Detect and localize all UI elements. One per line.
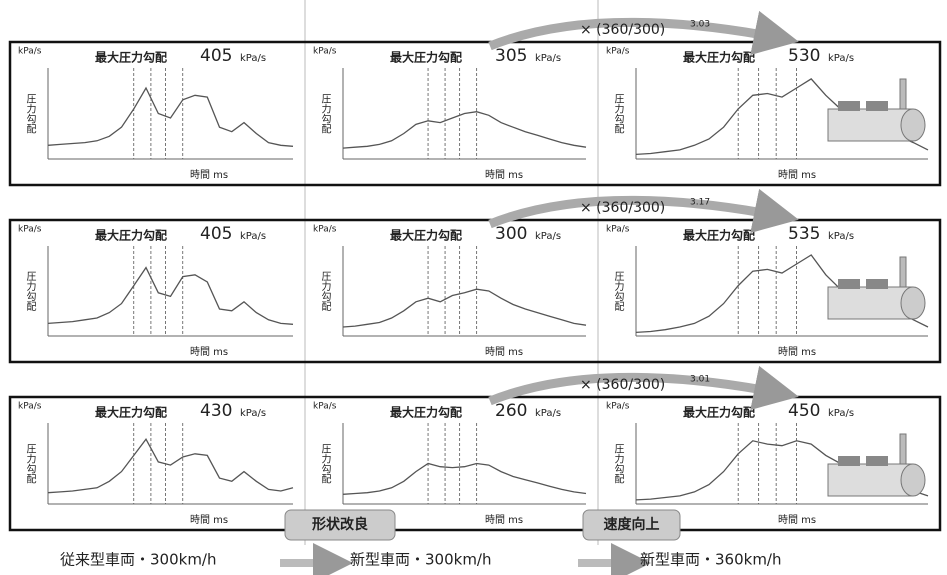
step-label: 速度向上 <box>604 516 660 533</box>
data-line <box>48 268 293 325</box>
value-unit: kPa/s <box>535 231 561 242</box>
value-unit: kPa/s <box>535 408 561 419</box>
y-unit: kPa/s <box>18 402 42 412</box>
step-label: 形状改良 <box>312 516 368 533</box>
value-unit: kPa/s <box>828 408 854 419</box>
max-gradient: 405 <box>200 224 232 244</box>
chart-title: 最大圧力勾配 <box>95 228 167 243</box>
train-body <box>828 464 913 496</box>
column-label: 従来型車両・300km/h <box>60 551 217 569</box>
train-icon <box>828 434 925 496</box>
x-label: 時間 ms <box>485 169 523 181</box>
train-icon <box>828 257 925 319</box>
y-label: 圧力勾配 <box>24 94 36 134</box>
chart-title: 最大圧力勾配 <box>390 405 462 420</box>
max-gradient: 530 <box>788 46 820 66</box>
max-gradient: 430 <box>200 401 232 421</box>
train-icon <box>828 79 925 141</box>
y-unit: kPa/s <box>606 402 630 412</box>
ratio-text: × (360/300) <box>580 377 665 393</box>
y-unit: kPa/s <box>606 225 630 235</box>
ratio-text: × (360/300) <box>580 200 665 216</box>
y-label: 圧力勾配 <box>612 444 624 484</box>
y-label: 圧力勾配 <box>612 94 624 134</box>
y-label: 圧力勾配 <box>612 271 624 311</box>
train-body <box>828 109 913 141</box>
train-window <box>838 279 860 289</box>
train-mast <box>900 79 906 109</box>
y-label: 圧力勾配 <box>319 94 331 134</box>
y-label: 圧力勾配 <box>24 271 36 311</box>
max-gradient: 305 <box>495 46 527 66</box>
train-nose <box>901 287 925 319</box>
chart-title: 最大圧力勾配 <box>95 405 167 420</box>
value-unit: kPa/s <box>828 53 854 64</box>
column-label: 新型車両・360km/h <box>640 551 782 569</box>
y-label: 圧力勾配 <box>319 271 331 311</box>
y-unit: kPa/s <box>606 47 630 57</box>
chart-title: 最大圧力勾配 <box>390 50 462 65</box>
value-unit: kPa/s <box>535 53 561 64</box>
data-line <box>343 289 586 327</box>
x-label: 時間 ms <box>190 514 228 526</box>
x-label: 時間 ms <box>190 346 228 358</box>
train-mast <box>900 257 906 287</box>
chart-title: 最大圧力勾配 <box>390 228 462 243</box>
value-unit: kPa/s <box>240 53 266 64</box>
train-window <box>838 101 860 111</box>
y-unit: kPa/s <box>313 225 337 235</box>
x-label: 時間 ms <box>778 169 816 181</box>
x-label: 時間 ms <box>778 514 816 526</box>
train-nose <box>901 464 925 496</box>
y-label: 圧力勾配 <box>24 444 36 484</box>
x-label: 時間 ms <box>485 346 523 358</box>
chart-title: 最大圧力勾配 <box>95 50 167 65</box>
train-window <box>838 456 860 466</box>
x-label: 時間 ms <box>485 514 523 526</box>
train-mast <box>900 434 906 464</box>
train-window <box>866 101 888 111</box>
max-gradient: 260 <box>495 401 527 421</box>
train-body <box>828 287 913 319</box>
train-window <box>866 456 888 466</box>
y-unit: kPa/s <box>313 47 337 57</box>
y-label: 圧力勾配 <box>319 444 331 484</box>
x-label: 時間 ms <box>778 346 816 358</box>
ratio-exponent: 3.17 <box>690 198 710 208</box>
y-unit: kPa/s <box>18 47 42 57</box>
ratio-exponent: 3.01 <box>690 375 710 385</box>
data-line <box>343 464 586 495</box>
ratio-text: × (360/300) <box>580 22 665 38</box>
ratio-exponent: 3.03 <box>690 20 710 30</box>
data-line <box>48 88 293 146</box>
max-gradient: 535 <box>788 224 820 244</box>
data-line <box>343 112 586 148</box>
value-unit: kPa/s <box>240 408 266 419</box>
value-unit: kPa/s <box>240 231 266 242</box>
figure: kPa/s最大圧力勾配405kPa/s圧力勾配時間 mskPa/s最大圧力勾配3… <box>0 0 947 575</box>
data-line <box>48 439 293 493</box>
chart-title: 最大圧力勾配 <box>683 405 755 420</box>
column-label: 新型車両・300km/h <box>350 551 492 569</box>
y-unit: kPa/s <box>313 402 337 412</box>
chart-title: 最大圧力勾配 <box>683 228 755 243</box>
y-unit: kPa/s <box>18 225 42 235</box>
chart-title: 最大圧力勾配 <box>683 50 755 65</box>
x-label: 時間 ms <box>190 169 228 181</box>
train-nose <box>901 109 925 141</box>
max-gradient: 405 <box>200 46 232 66</box>
max-gradient: 300 <box>495 224 527 244</box>
value-unit: kPa/s <box>828 231 854 242</box>
train-window <box>866 279 888 289</box>
max-gradient: 450 <box>788 401 820 421</box>
